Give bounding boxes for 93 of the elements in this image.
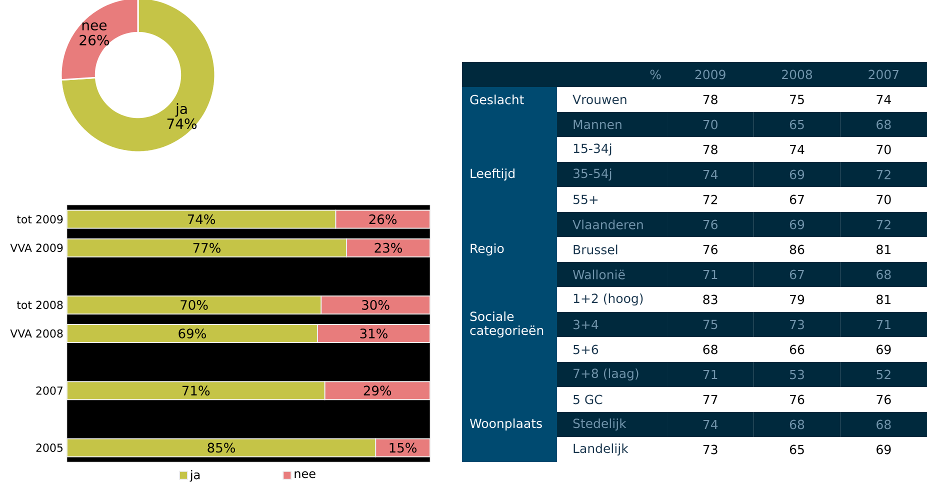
data-label: 70 — [876, 144, 891, 154]
slice-label: nee — [82, 22, 107, 30]
data-label: 70% — [180, 300, 208, 310]
y2-tick-label: Regio — [470, 243, 504, 256]
y-tick-label: 1+2 (hoog) — [574, 293, 643, 306]
data-label: 68 — [790, 420, 804, 430]
y-tick-label: Brussel — [574, 244, 618, 254]
data-label: 52 — [876, 370, 890, 380]
data-label: 15% — [390, 442, 417, 453]
data-label: 74 — [703, 420, 718, 430]
data-label: 74 — [876, 94, 891, 104]
data-label: 78 — [703, 144, 718, 154]
y-tick-label: 35-54j — [573, 168, 612, 181]
slice-label: ja — [175, 103, 187, 117]
data-label: 66 — [790, 344, 804, 354]
data-label: 74% — [188, 214, 216, 224]
legend-label: nee — [294, 471, 316, 478]
y-tick-label: 5 GC — [573, 394, 602, 404]
data-label: 29% — [364, 386, 392, 396]
data-label: 76 — [703, 244, 718, 254]
y2-tick-label: Geslacht — [470, 94, 524, 104]
y-tick-label: Wallonië — [572, 270, 625, 280]
data-label: 79 — [790, 294, 804, 304]
data-label: 72 — [876, 170, 890, 180]
data-label: 23% — [374, 242, 402, 253]
y-tick-label: 3+4 — [573, 320, 598, 330]
data-label: 65 — [790, 120, 804, 130]
data-label: 75 — [790, 94, 804, 104]
data-label: 71 — [703, 370, 718, 380]
y-tick-label: Stedelijk — [573, 418, 626, 431]
y-tick-label: 5+6 — [573, 344, 598, 354]
data-label: 69% — [178, 328, 206, 338]
data-label: 74% — [167, 118, 197, 130]
data-label: 73 — [703, 444, 718, 454]
y-tick-label: Landelijk — [574, 443, 628, 456]
data-label: 72 — [703, 194, 718, 204]
data-label: 74 — [703, 170, 718, 180]
x-tick-label: 2008 — [782, 70, 812, 80]
data-label: 77% — [193, 242, 220, 253]
data-label: 68 — [876, 420, 891, 430]
y-tick-label: Mannen — [574, 120, 622, 130]
data-label: 75 — [703, 320, 718, 330]
data-label: 68 — [876, 120, 891, 130]
data-label: 31% — [360, 328, 388, 338]
x-tick-label: 2007 — [868, 70, 899, 80]
y-tick-label: 2005 — [36, 444, 63, 452]
data-label: 68 — [876, 270, 891, 280]
data-label: 53 — [790, 370, 804, 380]
data-label: 30% — [362, 300, 390, 310]
y-tick-label: VVA 2009 — [10, 244, 63, 252]
data-label: 70 — [876, 194, 891, 204]
y-tick-label: 2007 — [36, 386, 63, 395]
y-tick-label: 55+ — [573, 194, 598, 204]
data-label: 76 — [703, 220, 718, 230]
data-label: 69 — [876, 344, 891, 354]
data-label: 69 — [876, 444, 891, 454]
y2-tick-label: Leeftijd — [470, 168, 514, 181]
data-label: 72 — [876, 220, 890, 230]
data-label: 67 — [790, 194, 804, 204]
y-tick-label: 15-34j — [574, 143, 612, 156]
x-axis-title: % — [650, 70, 661, 80]
y-tick-label: tot 2009 — [16, 215, 63, 224]
y-tick-label: 7+8 (laag) — [574, 368, 638, 381]
data-label: 76 — [790, 394, 804, 404]
data-label: 81 — [876, 244, 890, 254]
data-label: 86 — [790, 244, 804, 254]
y-tick-label: tot 2008 — [16, 300, 63, 310]
data-label: 65 — [790, 444, 804, 454]
data-label: 26% — [80, 34, 109, 46]
y-tick-label: Vrouwen — [572, 94, 626, 104]
data-label: 83 — [703, 294, 718, 304]
data-label: 85% — [208, 442, 236, 453]
x-tick-label: 2009 — [695, 70, 726, 80]
data-label: 68 — [703, 344, 718, 354]
data-label: 70 — [703, 120, 718, 130]
data-label: 73 — [790, 320, 804, 330]
data-label: 77 — [703, 394, 718, 404]
data-label: 69 — [790, 170, 804, 180]
data-label: 71% — [182, 386, 210, 396]
data-label: 26% — [369, 214, 397, 224]
data-label: 76 — [876, 394, 891, 404]
data-label: 71 — [703, 270, 718, 280]
data-label: 71 — [876, 320, 890, 330]
data-label: 69 — [790, 220, 804, 230]
y-tick-label: Vlaanderen — [572, 220, 643, 230]
y-tick-label: VVA 2008 — [10, 329, 63, 338]
data-label: 81 — [876, 294, 890, 304]
legend-label: ja — [190, 470, 200, 482]
data-label: 67 — [790, 270, 804, 280]
y2-tick-label: Woonplaats — [470, 418, 542, 431]
data-label: 74 — [790, 144, 804, 154]
data-label: 78 — [703, 94, 718, 104]
y2-tick-label: Sociale categorieën — [470, 311, 544, 338]
